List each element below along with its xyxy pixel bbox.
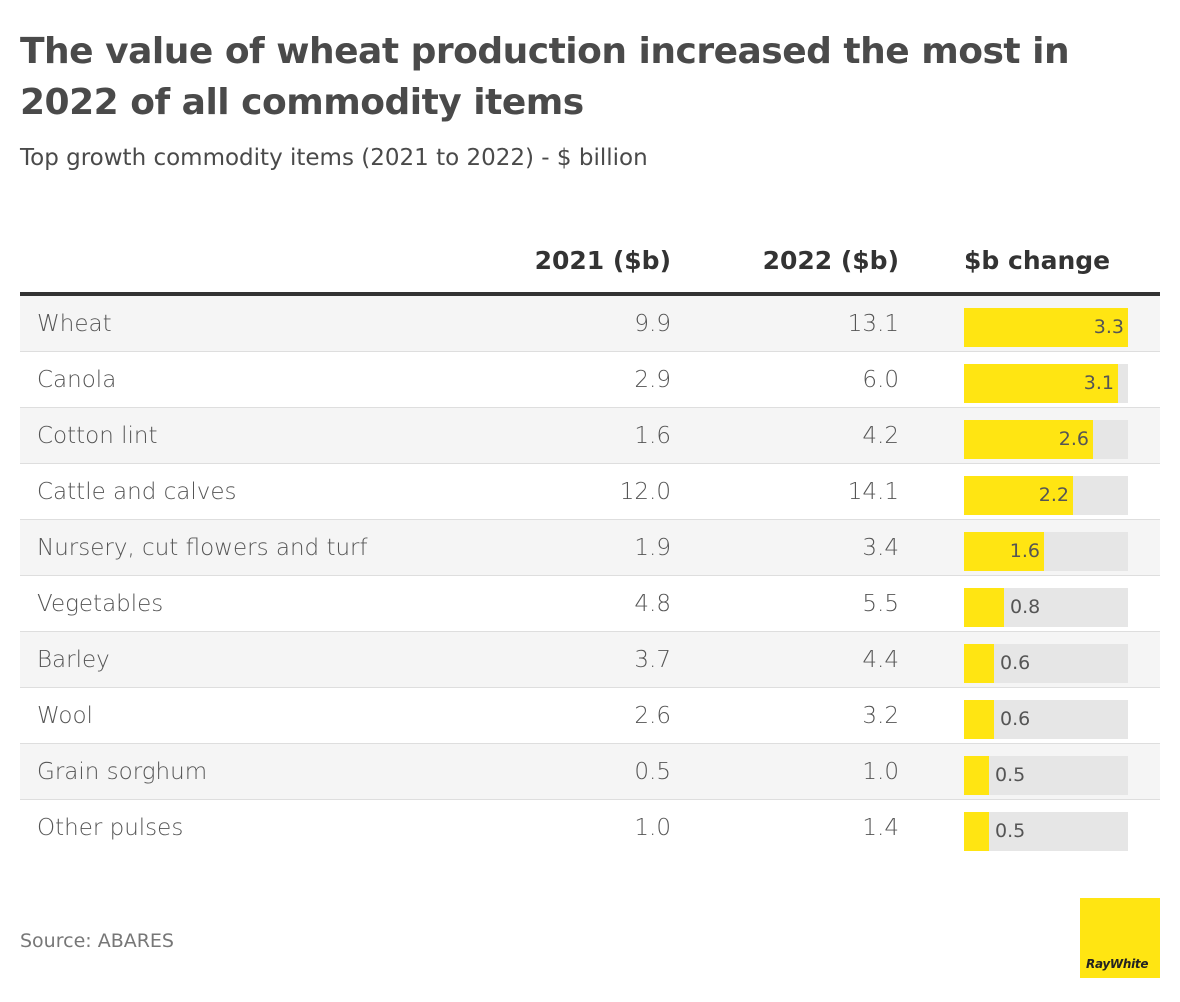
chart-title: The value of wheat production increased …: [20, 31, 1070, 123]
table-row: Barley 3.7 4.4 0.6: [20, 632, 1160, 688]
table-row: Nursery, cut flowers and turf 1.9 3.4 1.6: [20, 520, 1160, 576]
change-label: 0.6: [1000, 652, 1031, 674]
change-label: 2.6: [1058, 428, 1089, 450]
value-2022: 3.4: [862, 535, 899, 561]
value-2022: 4.2: [862, 423, 899, 449]
logo-text: RayWhite: [1086, 957, 1149, 971]
value-2021: 2.6: [634, 703, 671, 729]
change-bar: [964, 756, 989, 795]
value-2022: 6.0: [862, 367, 899, 393]
change-label: 0.5: [995, 764, 1026, 786]
commodity-name: Canola: [37, 367, 117, 393]
table-header: 2021 ($b) 2022 ($b) $b change: [20, 240, 1160, 296]
change-bar: [964, 476, 1073, 515]
value-2022: 4.4: [862, 647, 899, 673]
change-label: 2.2: [1038, 484, 1069, 506]
change-bar: [964, 644, 994, 683]
commodity-name: Grain sorghum: [37, 759, 208, 785]
change-bar-track: 0.6: [964, 700, 1128, 739]
commodity-name: Cotton lint: [37, 423, 158, 449]
source-note: Source: ABARES: [20, 930, 174, 952]
change-bar: [964, 700, 994, 739]
table-row: Other pulses 1.0 1.4 0.5: [20, 800, 1160, 856]
raywhite-logo: RayWhite: [1080, 898, 1160, 978]
value-2022: 14.1: [847, 479, 899, 505]
change-bar: [964, 420, 1093, 459]
value-2021: 2.9: [634, 367, 671, 393]
commodity-table: 2021 ($b) 2022 ($b) $b change Wheat 9.9 13…: [20, 240, 1160, 856]
change-label: 3.1: [1083, 372, 1114, 394]
commodity-name: Barley: [37, 647, 110, 673]
commodity-name: Wool: [37, 703, 93, 729]
value-2021: 9.9: [634, 311, 671, 337]
change-bar-track: 3.1: [964, 364, 1128, 403]
table-row: Cotton lint 1.6 4.2 2.6: [20, 408, 1160, 464]
change-label: 1.6: [1009, 540, 1040, 562]
value-2021: 3.7: [634, 647, 671, 673]
value-2021: 1.6: [634, 423, 671, 449]
table-row: Grain sorghum 0.5 1.0 0.5: [20, 744, 1160, 800]
change-bar-track: 3.3: [964, 308, 1128, 347]
change-bar-track: 1.6: [964, 532, 1128, 571]
value-2021: 0.5: [634, 759, 671, 785]
change-label: 3.3: [1093, 316, 1124, 338]
table-row: Wool 2.6 3.2 0.6: [20, 688, 1160, 744]
value-2022: 1.0: [862, 759, 899, 785]
commodity-name: Nursery, cut flowers and turf: [37, 535, 368, 561]
change-label: 0.6: [1000, 708, 1031, 730]
column-header-2021: 2021 ($b): [534, 246, 671, 275]
commodity-name: Cattle and calves: [37, 479, 237, 505]
change-bar: [964, 308, 1128, 347]
commodity-name: Other pulses: [37, 815, 184, 841]
value-2021: 4.8: [634, 591, 671, 617]
value-2021: 1.9: [634, 535, 671, 561]
change-bar: [964, 364, 1118, 403]
table-row: Vegetables 4.8 5.5 0.8: [20, 576, 1160, 632]
value-2022: 3.2: [862, 703, 899, 729]
change-bar: [964, 812, 989, 851]
change-bar-track: 0.6: [964, 644, 1128, 683]
value-2022: 13.1: [847, 311, 899, 337]
change-bar-track: 0.5: [964, 812, 1128, 851]
change-bar: [964, 588, 1004, 627]
commodity-name: Vegetables: [37, 591, 164, 617]
value-2021: 12.0: [619, 479, 671, 505]
change-bar: [964, 532, 1044, 571]
change-bar-track: 0.8: [964, 588, 1128, 627]
commodity-name: Wheat: [37, 311, 112, 337]
change-label: 0.8: [1010, 596, 1041, 618]
change-bar-track: 2.6: [964, 420, 1128, 459]
table-row: Canola 2.9 6.0 3.1: [20, 352, 1160, 408]
chart-subtitle: Top growth commodity items (2021 to 2022…: [20, 145, 648, 171]
column-header-change: $b change: [964, 246, 1111, 275]
value-2022: 5.5: [862, 591, 899, 617]
table-row: Cattle and calves 12.0 14.1 2.2: [20, 464, 1160, 520]
change-bar-track: 0.5: [964, 756, 1128, 795]
value-2021: 1.0: [634, 815, 671, 841]
change-label: 0.5: [995, 820, 1026, 842]
value-2022: 1.4: [862, 815, 899, 841]
table-row: Wheat 9.9 13.1 3.3: [20, 296, 1160, 352]
change-bar-track: 2.2: [964, 476, 1128, 515]
table-body: Wheat 9.9 13.1 3.3 Canola 2.9 6.0 3.1 Cotton lin…: [20, 296, 1160, 856]
column-header-2022: 2022 ($b): [762, 246, 899, 275]
